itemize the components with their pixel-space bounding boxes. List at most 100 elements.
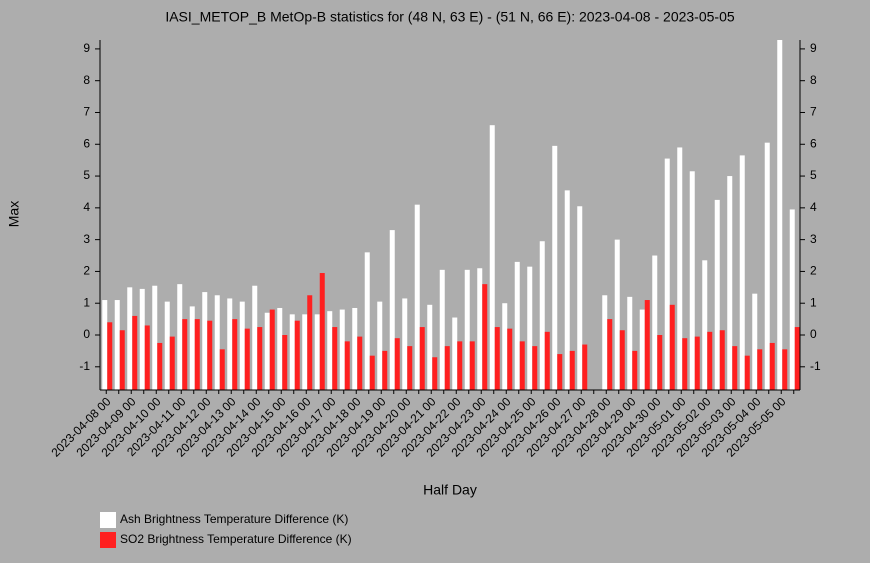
y-axis-label: Max [6,201,22,227]
bar [514,261,520,390]
legend-label: SO2 Brightness Temperature Difference (K… [120,532,352,546]
bar [444,346,450,390]
bar [319,273,325,390]
bar [469,341,475,390]
bar [207,320,213,390]
bar [669,304,675,390]
bar [127,287,133,390]
bar [482,284,488,390]
bar [714,199,720,390]
bar [144,325,150,390]
y-tick-label: -1 [79,359,90,373]
bar [407,346,413,390]
bar [494,327,500,390]
bar [102,300,108,390]
y2-tick-label: -1 [810,359,821,373]
bar [727,176,733,390]
bar [152,285,158,390]
bar [314,314,320,390]
bar [757,349,763,390]
bar [119,330,125,390]
bar [764,142,770,390]
bar [332,327,338,390]
bar [189,306,195,390]
bar [352,307,358,390]
y2-tick-label: 2 [810,264,817,278]
bar [264,312,270,390]
bar [632,350,638,390]
bar [139,288,145,390]
bar [452,317,458,390]
bar [652,255,658,390]
bar [782,349,788,390]
bar [507,328,513,390]
y-tick-label: 5 [83,168,90,182]
bar [227,298,233,390]
bar [282,335,288,390]
y-tick-label: 4 [83,200,90,214]
bar [682,338,688,390]
bar [182,319,188,390]
bar [602,295,608,390]
y2-tick-label: 3 [810,232,817,246]
bar [339,309,345,390]
bar [219,349,225,390]
bar [577,206,583,390]
bar [794,327,800,390]
bar [169,336,175,390]
bar [732,346,738,390]
y-tick-label: 6 [83,136,90,150]
bar [107,322,113,390]
bar [244,328,250,390]
bar [277,307,283,390]
bar [232,319,238,390]
bar [707,331,713,390]
bar [257,327,263,390]
bar [694,336,700,390]
bar [177,284,183,390]
x-axis-label: Half Day [423,482,477,498]
bar [157,342,163,390]
bar [389,230,395,390]
bar [532,346,538,390]
y-tick-label: 3 [83,232,90,246]
bar [614,239,620,390]
bar [527,266,533,390]
y-tick-label: 9 [83,41,90,55]
bar [582,344,588,390]
y2-tick-label: 0 [810,327,817,341]
y-tick-label: 0 [83,327,90,341]
bar [552,145,558,390]
bar [744,355,750,390]
bar [607,319,613,390]
bar [307,295,313,390]
bar [464,269,470,390]
bar [644,300,650,390]
bar [557,354,563,390]
bar [294,320,300,390]
bar [202,292,208,390]
y2-tick-label: 1 [810,295,817,309]
bar [502,303,508,390]
bar [369,355,375,390]
legend-swatch [100,532,116,548]
bar [364,252,370,390]
bar [477,268,483,390]
bar [627,296,633,390]
y2-tick-label: 7 [810,105,817,119]
y2-tick-label: 4 [810,200,817,214]
y-tick-label: 2 [83,264,90,278]
bar [539,241,545,390]
y2-tick-label: 9 [810,41,817,55]
y2-tick-label: 6 [810,136,817,150]
y2-tick-label: 8 [810,73,817,87]
bar [164,301,170,390]
legend-label: Ash Brightness Temperature Difference (K… [120,512,348,526]
bar [664,158,670,390]
bar [402,298,408,390]
bar [489,125,495,390]
bar [357,336,363,390]
bar [344,341,350,390]
bar [719,330,725,390]
